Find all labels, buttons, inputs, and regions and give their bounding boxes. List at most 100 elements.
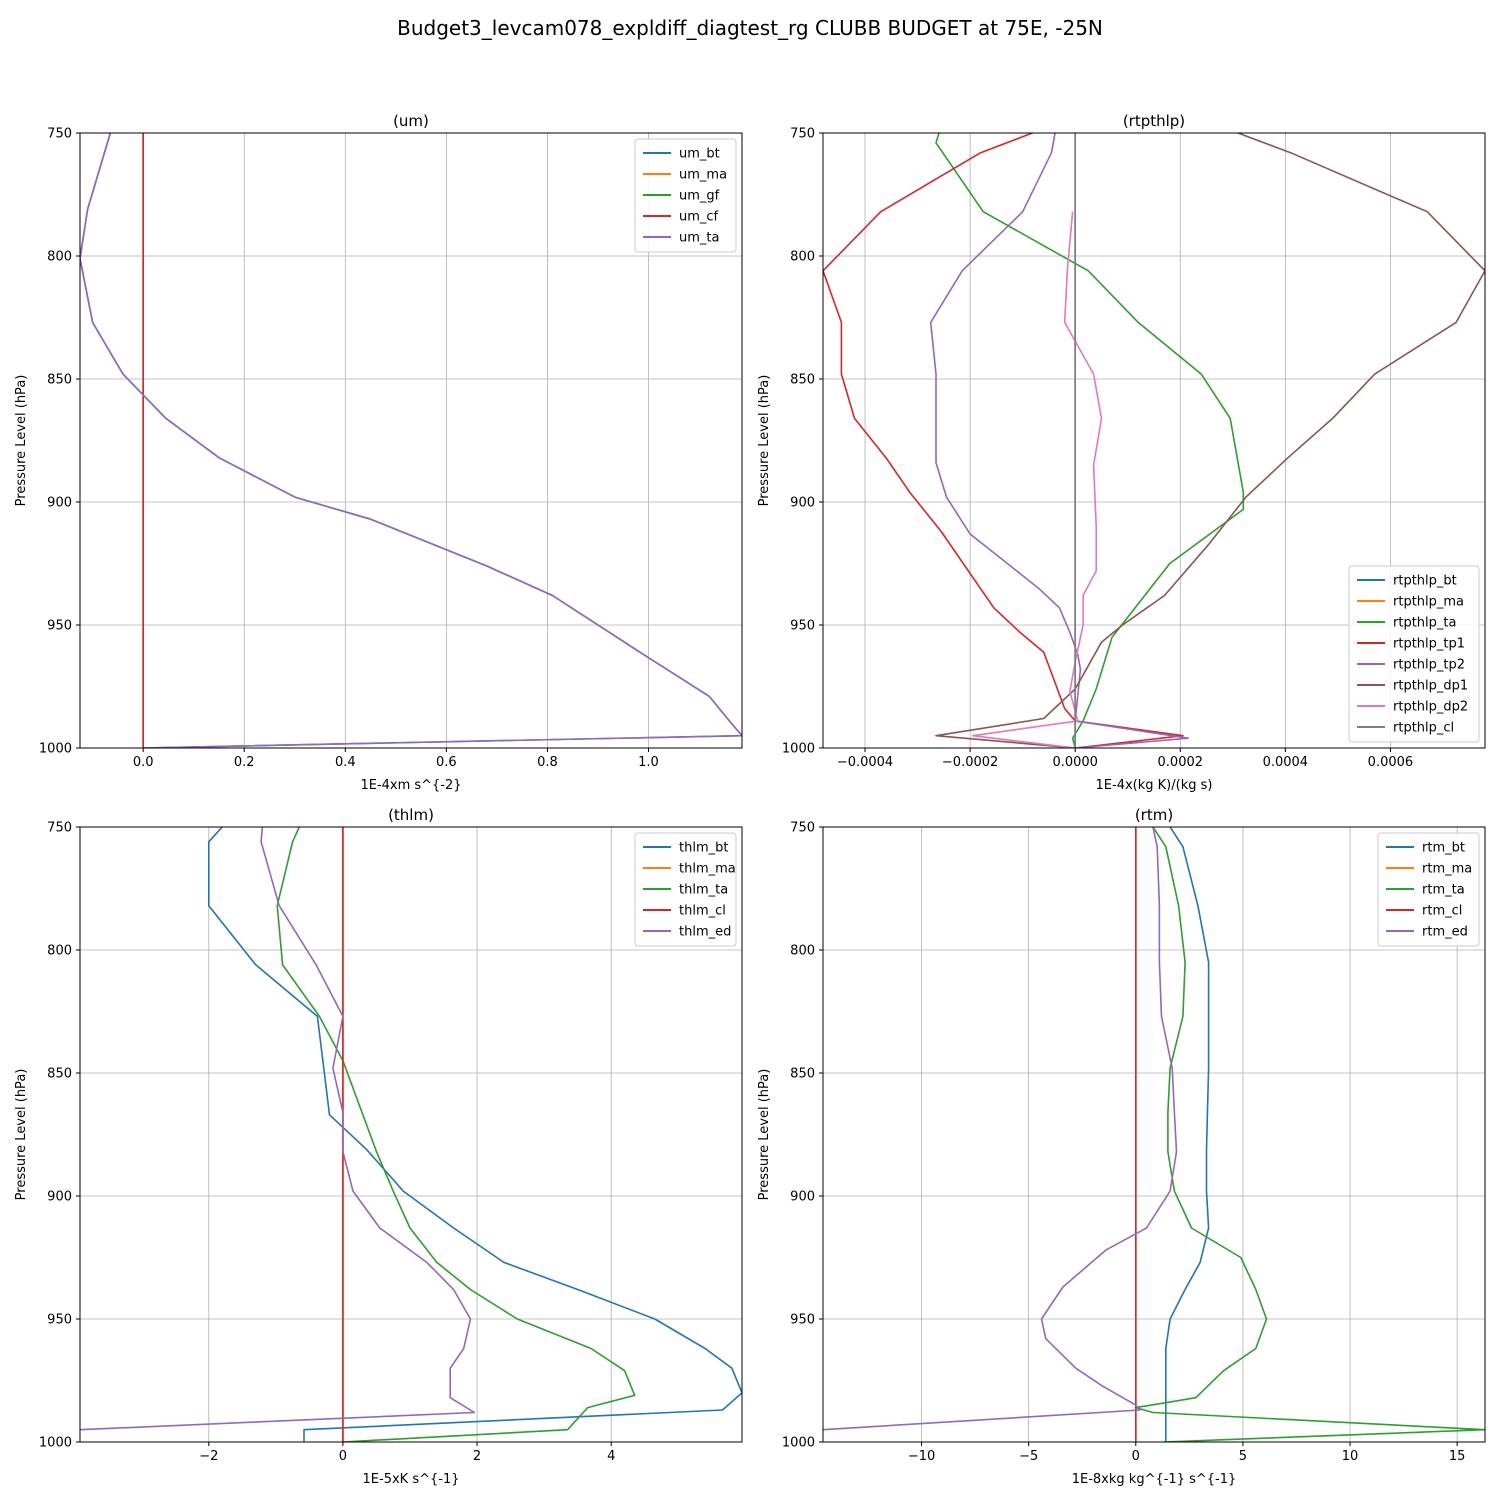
panel-title: (rtpthlp) <box>1123 112 1185 130</box>
x-tick-label: 0.0002 <box>1158 755 1204 770</box>
series-group <box>823 827 1485 1442</box>
x-tick-label: −0.0004 <box>837 755 893 770</box>
series-line-thlm_ta <box>276 827 636 1442</box>
panel-rtpthlp: −0.0004 −0.0002 0.0000 0.0002 0.0004 0.0006 75… <box>757 112 1486 793</box>
axes-frame <box>79 826 743 1443</box>
y-axis-label: Pressure Level (hPa) <box>757 375 772 507</box>
y-tick-label: 1000 <box>39 1436 72 1451</box>
legend-label: um_gf <box>679 189 720 204</box>
x-tick-label: 0.2 <box>234 755 255 770</box>
legend-label: rtpthlp_tp1 <box>1393 637 1465 652</box>
panel-um: 0.0 0.2 0.4 0.6 0.8 1.0 750 800 850 900 950 1000 (um… <box>14 112 743 793</box>
series-line-rtpthlp_ta <box>935 133 1245 748</box>
legend-label: thlm_ed <box>679 925 731 940</box>
axes-frame <box>79 132 743 749</box>
legend-label: thlm_cl <box>679 904 726 919</box>
y-tick-label: 800 <box>790 250 815 265</box>
legend-box <box>634 138 737 253</box>
legend-box <box>634 832 737 947</box>
series-line-rtpthlp_tp2 <box>929 133 1189 748</box>
series-line-um_ta <box>80 133 742 748</box>
legend-label: rtpthlp_dp1 <box>1393 679 1468 694</box>
x-tick-label: 1.0 <box>638 755 659 770</box>
x-tick-label: −2 <box>199 1449 218 1464</box>
legend-label: um_ta <box>679 231 719 246</box>
legend-label: rtpthlp_tp2 <box>1393 658 1465 673</box>
y-tick-label: 850 <box>47 373 72 388</box>
x-tick-label: 10 <box>1342 1449 1359 1464</box>
x-axis-label: 1E-5xK s^{-1} <box>363 1472 460 1487</box>
x-tick-label: 0.6 <box>436 755 457 770</box>
y-axis-label: Pressure Level (hPa) <box>14 375 29 507</box>
legend-label: rtm_ma <box>1422 862 1472 877</box>
axes-frame <box>822 132 1486 749</box>
legend-label: rtpthlp_bt <box>1393 574 1457 589</box>
y-axis-label: Pressure Level (hPa) <box>14 1069 29 1201</box>
x-tick-label: −0.0002 <box>942 755 998 770</box>
series-line-rtpthlp_dp1 <box>935 133 1485 748</box>
y-tick-label: 850 <box>790 1067 815 1082</box>
x-tick-label: 0.4 <box>335 755 356 770</box>
x-tick-label: 4 <box>607 1449 615 1464</box>
figure-title: Budget3_levcam078_expldiff_diagtest_rg C… <box>397 16 1103 40</box>
y-tick-label: 750 <box>790 127 815 142</box>
x-tick-label: 15 <box>1449 1449 1466 1464</box>
x-axis-label: 1E-8xkg kg^{-1} s^{-1} <box>1072 1472 1237 1487</box>
y-tick-label: 800 <box>47 944 72 959</box>
panel-rtm: −10 −5 0 5 10 15 750 800 850 900 950 1000 (rtm) 1E-8x… <box>757 806 1486 1487</box>
x-tick-label: 0.0 <box>133 755 154 770</box>
y-tick-label: 950 <box>47 619 72 634</box>
legend-label: rtm_ed <box>1422 925 1468 940</box>
legend-label: um_ma <box>679 168 727 183</box>
y-tick-label: 900 <box>47 1190 72 1205</box>
x-tick-label: 0 <box>1132 1449 1140 1464</box>
y-tick-label: 950 <box>790 619 815 634</box>
legend: rtm_bt rtm_ma rtm_ta rtm_cl rtm_ed <box>1377 832 1480 947</box>
series-group <box>80 133 742 748</box>
y-tick-label: 750 <box>790 821 815 836</box>
x-tick-label: −5 <box>1019 1449 1038 1464</box>
legend-label: um_cf <box>679 210 719 225</box>
x-tick-label: 0.0006 <box>1368 755 1414 770</box>
y-tick-label: 900 <box>790 1190 815 1205</box>
x-tick-label: 5 <box>1239 1449 1247 1464</box>
panel-title: (thlm) <box>388 806 434 824</box>
series-line-rtm_ta <box>1135 827 1485 1442</box>
x-tick-label: 2 <box>473 1449 481 1464</box>
panel-title: (um) <box>393 112 429 130</box>
y-tick-label: 800 <box>790 944 815 959</box>
legend-label: rtm_cl <box>1422 904 1462 919</box>
x-tick-label: −10 <box>908 1449 935 1464</box>
legend-label: um_bt <box>679 147 720 162</box>
series-line-rtm_ed <box>823 827 1178 1431</box>
series-line-thlm_ed <box>80 827 476 1431</box>
x-axis-label: 1E-4xm s^{-2} <box>360 778 461 793</box>
legend-label: rtm_bt <box>1422 841 1465 856</box>
y-axis-label: Pressure Level (hPa) <box>757 1069 772 1201</box>
y-tick-label: 850 <box>47 1067 72 1082</box>
legend: thlm_bt thlm_ma thlm_ta thlm_cl thlm_ed <box>634 832 737 947</box>
series-line-rtpthlp_dp2 <box>971 211 1103 748</box>
legend-label: rtpthlp_ma <box>1393 595 1464 610</box>
series-line-thlm_bt <box>208 827 742 1442</box>
x-tick-label: 0.0000 <box>1052 755 1098 770</box>
legend-label: thlm_ta <box>679 883 728 898</box>
legend-label: rtpthlp_cl <box>1393 721 1454 736</box>
y-tick-label: 850 <box>790 373 815 388</box>
series-group <box>80 827 742 1442</box>
y-tick-label: 950 <box>790 1313 815 1328</box>
y-tick-label: 950 <box>47 1313 72 1328</box>
legend: um_bt um_ma um_gf um_cf um_ta <box>634 138 737 253</box>
series-line-rtm_bt <box>1165 827 1210 1442</box>
x-axis-label: 1E-4x(kg K)/(kg s) <box>1096 778 1213 793</box>
axes-frame <box>822 826 1486 1443</box>
series-group <box>823 133 1485 748</box>
series-line-rtpthlp_tp1 <box>823 133 1184 748</box>
x-tick-label: 0.0004 <box>1263 755 1309 770</box>
y-tick-label: 1000 <box>782 742 815 757</box>
y-tick-label: 750 <box>47 127 72 142</box>
legend-label: rtpthlp_dp2 <box>1393 700 1468 715</box>
y-tick-label: 900 <box>47 496 72 511</box>
y-tick-label: 750 <box>47 821 72 836</box>
